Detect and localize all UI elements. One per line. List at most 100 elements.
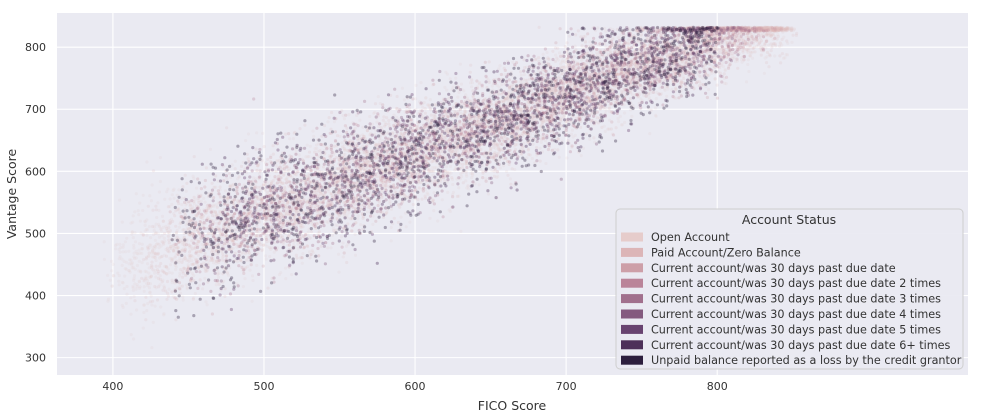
data-point (465, 142, 469, 146)
data-point (147, 225, 151, 229)
data-point (163, 197, 167, 201)
data-point (338, 134, 342, 138)
data-point (394, 160, 398, 164)
data-point (598, 43, 603, 47)
data-point (661, 74, 665, 78)
data-point (765, 29, 769, 33)
data-point (250, 259, 254, 263)
data-point (319, 200, 323, 204)
data-point (238, 223, 242, 227)
data-point (221, 266, 225, 270)
data-point (120, 220, 124, 224)
data-point (603, 129, 607, 133)
data-point (648, 50, 652, 55)
data-point (414, 83, 418, 87)
data-point (423, 153, 427, 157)
data-point (518, 80, 522, 84)
data-point (432, 139, 436, 144)
data-point (461, 162, 465, 166)
data-point (250, 274, 255, 278)
data-point (664, 83, 668, 87)
data-point (536, 134, 540, 138)
data-point (328, 181, 332, 186)
data-point (117, 247, 121, 251)
data-point (619, 123, 624, 127)
data-point (642, 46, 646, 50)
data-point (366, 197, 370, 201)
data-point (123, 240, 127, 244)
data-point (121, 243, 125, 247)
data-point (257, 234, 261, 239)
data-point (665, 85, 669, 89)
data-point (648, 91, 653, 95)
data-point (620, 99, 625, 103)
data-point (696, 28, 700, 32)
data-point (358, 118, 362, 122)
data-point (531, 142, 535, 146)
data-point (608, 54, 612, 59)
data-point (502, 116, 506, 121)
data-point (648, 66, 652, 70)
data-point (604, 109, 608, 113)
data-point (154, 222, 158, 226)
data-point (785, 26, 789, 30)
data-point (459, 146, 463, 150)
data-point (617, 120, 621, 124)
data-point (128, 258, 132, 262)
data-point (141, 193, 145, 197)
data-point (691, 38, 695, 42)
data-point (157, 246, 161, 250)
data-point (362, 187, 366, 192)
data-point (140, 261, 144, 265)
data-point (155, 215, 159, 220)
data-point (722, 76, 727, 80)
data-point (217, 210, 221, 214)
data-point (308, 144, 312, 148)
data-point (243, 277, 247, 281)
data-point (407, 142, 411, 146)
data-point (202, 214, 206, 218)
data-point (453, 144, 457, 148)
data-point (364, 168, 368, 172)
data-point (168, 256, 172, 260)
data-point (149, 199, 153, 203)
scatter-points (102, 25, 799, 350)
data-point (419, 81, 423, 85)
data-point (594, 29, 598, 33)
data-point (426, 192, 430, 197)
data-point (399, 215, 403, 219)
data-point (153, 271, 157, 275)
data-point (143, 229, 147, 233)
data-point (487, 78, 491, 82)
data-point (316, 231, 320, 235)
data-point (184, 283, 188, 287)
data-point (196, 253, 200, 257)
data-point (726, 47, 731, 51)
data-point (644, 54, 648, 58)
data-point (244, 139, 248, 143)
data-point (219, 247, 223, 251)
data-point (579, 154, 583, 158)
data-point (410, 141, 414, 145)
data-point (263, 243, 267, 247)
data-point (147, 254, 151, 258)
data-point (620, 44, 625, 48)
data-point (353, 232, 357, 236)
data-point (376, 171, 380, 176)
data-point (522, 73, 526, 77)
data-point (466, 116, 470, 120)
data-point (746, 58, 750, 62)
data-point (774, 27, 778, 31)
data-point (747, 69, 751, 74)
data-point (158, 274, 162, 278)
data-point (591, 89, 595, 93)
data-point (615, 78, 619, 82)
data-point (158, 156, 162, 160)
data-point (252, 176, 256, 180)
data-point (458, 152, 462, 157)
data-point (501, 124, 505, 128)
data-point (783, 56, 787, 60)
data-point (137, 280, 142, 284)
data-point (250, 299, 254, 303)
data-point (214, 203, 218, 207)
